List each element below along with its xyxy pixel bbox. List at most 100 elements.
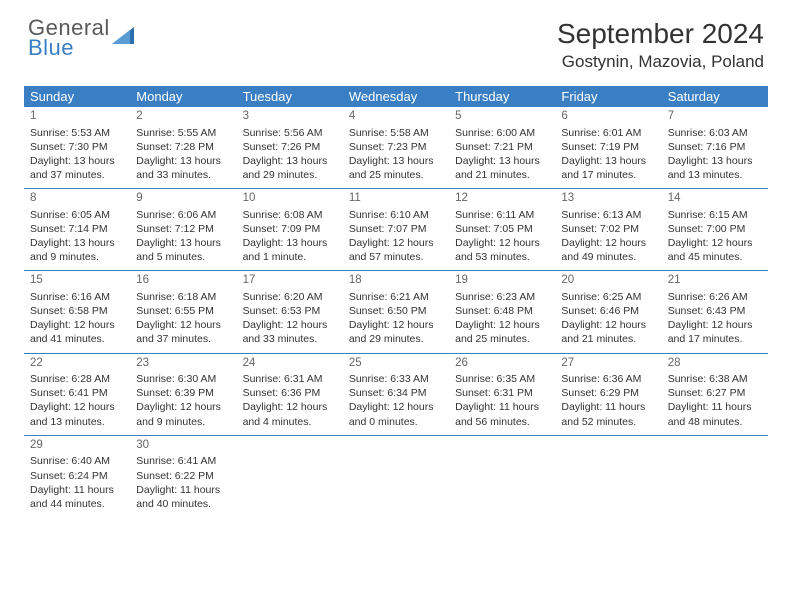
calendar-cell: 12Sunrise: 6:11 AMSunset: 7:05 PMDayligh… (449, 189, 555, 271)
cell-dl1: Daylight: 12 hours (455, 318, 549, 332)
cell-dl1: Daylight: 12 hours (668, 318, 762, 332)
logo-line2: Blue (28, 38, 110, 58)
weekday-header: Thursday (449, 86, 555, 107)
day-number: 9 (136, 191, 230, 207)
cell-sunset: Sunset: 7:23 PM (349, 140, 443, 154)
calendar-cell: 20Sunrise: 6:25 AMSunset: 6:46 PMDayligh… (555, 271, 661, 353)
cell-sunset: Sunset: 6:53 PM (243, 304, 337, 318)
cell-sunrise: Sunrise: 6:36 AM (561, 372, 655, 386)
cell-dl2: and 5 minutes. (136, 250, 230, 264)
day-number: 18 (349, 273, 443, 289)
calendar-cell: 19Sunrise: 6:23 AMSunset: 6:48 PMDayligh… (449, 271, 555, 353)
cell-sunset: Sunset: 7:14 PM (30, 222, 124, 236)
calendar-cell (237, 435, 343, 517)
cell-dl1: Daylight: 12 hours (561, 318, 655, 332)
cell-dl2: and 33 minutes. (136, 168, 230, 182)
calendar-cell: 14Sunrise: 6:15 AMSunset: 7:00 PMDayligh… (662, 189, 768, 271)
cell-sunset: Sunset: 6:39 PM (136, 386, 230, 400)
cell-dl2: and 48 minutes. (668, 415, 762, 429)
cell-sunset: Sunset: 7:28 PM (136, 140, 230, 154)
cell-sunrise: Sunrise: 6:33 AM (349, 372, 443, 386)
cell-dl2: and 29 minutes. (243, 168, 337, 182)
day-number: 30 (136, 438, 230, 454)
day-number: 6 (561, 109, 655, 125)
calendar-cell: 24Sunrise: 6:31 AMSunset: 6:36 PMDayligh… (237, 353, 343, 435)
day-number: 8 (30, 191, 124, 207)
weekday-header: Wednesday (343, 86, 449, 107)
cell-dl2: and 29 minutes. (349, 332, 443, 346)
calendar-cell: 22Sunrise: 6:28 AMSunset: 6:41 PMDayligh… (24, 353, 130, 435)
cell-sunset: Sunset: 6:43 PM (668, 304, 762, 318)
cell-sunrise: Sunrise: 6:21 AM (349, 290, 443, 304)
cell-dl1: Daylight: 12 hours (243, 400, 337, 414)
cell-sunrise: Sunrise: 6:01 AM (561, 126, 655, 140)
day-number: 10 (243, 191, 337, 207)
cell-sunset: Sunset: 6:27 PM (668, 386, 762, 400)
cell-dl1: Daylight: 13 hours (136, 236, 230, 250)
cell-dl2: and 44 minutes. (30, 497, 124, 511)
calendar-week-row: 1Sunrise: 5:53 AMSunset: 7:30 PMDaylight… (24, 107, 768, 189)
header: General Blue September 2024 Gostynin, Ma… (0, 0, 792, 80)
calendar-cell: 1Sunrise: 5:53 AMSunset: 7:30 PMDaylight… (24, 107, 130, 189)
cell-dl1: Daylight: 13 hours (561, 154, 655, 168)
cell-sunrise: Sunrise: 6:38 AM (668, 372, 762, 386)
cell-sunset: Sunset: 7:07 PM (349, 222, 443, 236)
calendar-cell: 4Sunrise: 5:58 AMSunset: 7:23 PMDaylight… (343, 107, 449, 189)
cell-dl1: Daylight: 13 hours (30, 154, 124, 168)
cell-dl2: and 33 minutes. (243, 332, 337, 346)
calendar-cell: 17Sunrise: 6:20 AMSunset: 6:53 PMDayligh… (237, 271, 343, 353)
cell-dl2: and 1 minute. (243, 250, 337, 264)
cell-dl2: and 21 minutes. (561, 332, 655, 346)
cell-dl1: Daylight: 13 hours (243, 154, 337, 168)
day-number: 29 (30, 438, 124, 454)
cell-sunrise: Sunrise: 6:05 AM (30, 208, 124, 222)
calendar-cell: 2Sunrise: 5:55 AMSunset: 7:28 PMDaylight… (130, 107, 236, 189)
cell-sunrise: Sunrise: 5:53 AM (30, 126, 124, 140)
cell-sunrise: Sunrise: 6:20 AM (243, 290, 337, 304)
cell-sunset: Sunset: 6:58 PM (30, 304, 124, 318)
day-number: 23 (136, 356, 230, 372)
calendar-cell: 28Sunrise: 6:38 AMSunset: 6:27 PMDayligh… (662, 353, 768, 435)
cell-dl2: and 13 minutes. (668, 168, 762, 182)
weekday-header: Saturday (662, 86, 768, 107)
day-number: 28 (668, 356, 762, 372)
cell-dl1: Daylight: 13 hours (30, 236, 124, 250)
day-number: 13 (561, 191, 655, 207)
calendar-cell (662, 435, 768, 517)
day-number: 7 (668, 109, 762, 125)
cell-dl2: and 17 minutes. (668, 332, 762, 346)
day-number: 5 (455, 109, 549, 125)
day-number: 17 (243, 273, 337, 289)
cell-sunrise: Sunrise: 6:03 AM (668, 126, 762, 140)
day-number: 2 (136, 109, 230, 125)
cell-dl2: and 57 minutes. (349, 250, 443, 264)
calendar-week-row: 8Sunrise: 6:05 AMSunset: 7:14 PMDaylight… (24, 189, 768, 271)
calendar-cell: 11Sunrise: 6:10 AMSunset: 7:07 PMDayligh… (343, 189, 449, 271)
day-number: 14 (668, 191, 762, 207)
day-number: 19 (455, 273, 549, 289)
cell-dl1: Daylight: 12 hours (455, 236, 549, 250)
cell-dl2: and 0 minutes. (349, 415, 443, 429)
calendar-cell: 6Sunrise: 6:01 AMSunset: 7:19 PMDaylight… (555, 107, 661, 189)
cell-dl1: Daylight: 13 hours (455, 154, 549, 168)
cell-dl2: and 41 minutes. (30, 332, 124, 346)
cell-sunrise: Sunrise: 6:00 AM (455, 126, 549, 140)
cell-dl2: and 9 minutes. (136, 415, 230, 429)
flag-icon (112, 24, 138, 51)
cell-sunrise: Sunrise: 6:25 AM (561, 290, 655, 304)
calendar-cell: 23Sunrise: 6:30 AMSunset: 6:39 PMDayligh… (130, 353, 236, 435)
calendar-cell: 3Sunrise: 5:56 AMSunset: 7:26 PMDaylight… (237, 107, 343, 189)
cell-dl1: Daylight: 11 hours (668, 400, 762, 414)
cell-sunrise: Sunrise: 6:35 AM (455, 372, 549, 386)
cell-sunrise: Sunrise: 6:26 AM (668, 290, 762, 304)
cell-dl1: Daylight: 12 hours (349, 400, 443, 414)
calendar-cell: 25Sunrise: 6:33 AMSunset: 6:34 PMDayligh… (343, 353, 449, 435)
cell-dl1: Daylight: 12 hours (30, 400, 124, 414)
calendar-cell: 9Sunrise: 6:06 AMSunset: 7:12 PMDaylight… (130, 189, 236, 271)
day-number: 24 (243, 356, 337, 372)
cell-dl1: Daylight: 13 hours (349, 154, 443, 168)
cell-sunrise: Sunrise: 6:40 AM (30, 454, 124, 468)
cell-dl2: and 25 minutes. (349, 168, 443, 182)
calendar-cell: 5Sunrise: 6:00 AMSunset: 7:21 PMDaylight… (449, 107, 555, 189)
cell-dl1: Daylight: 11 hours (561, 400, 655, 414)
